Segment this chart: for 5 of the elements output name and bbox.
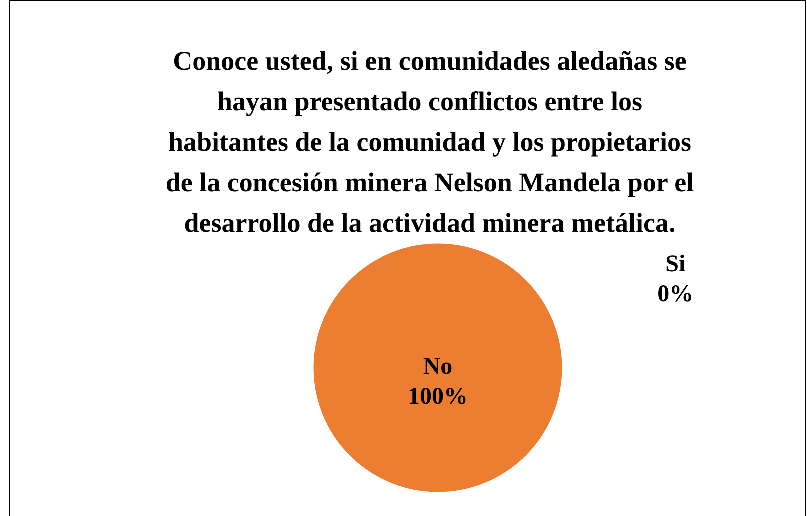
category-label: Si <box>666 252 686 278</box>
chart-title: Conoce usted, si en comunidades aledañas se hayan presentado conflictos entre los habitantes de la comunidad y los propietarios de la concesión minera Nelson Mandela por el desarrollo de la actividad minera metálica. <box>166 46 695 238</box>
data-label: 100% <box>408 384 468 410</box>
slice-label: No <box>423 354 453 380</box>
text: 0% <box>658 282 694 308</box>
